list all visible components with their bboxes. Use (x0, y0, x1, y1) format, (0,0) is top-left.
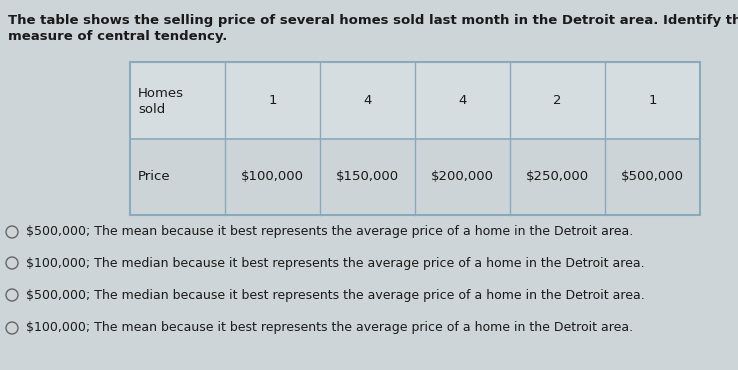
Text: $250,000: $250,000 (526, 170, 589, 183)
Text: $100,000: $100,000 (241, 170, 304, 183)
Text: $150,000: $150,000 (336, 170, 399, 183)
Text: sold: sold (138, 103, 165, 116)
Text: measure of central tendency.: measure of central tendency. (8, 30, 227, 43)
Text: $500,000; The mean because it best represents the average price of a home in the: $500,000; The mean because it best repre… (26, 225, 633, 239)
Text: Homes: Homes (138, 87, 184, 100)
Text: 1: 1 (648, 94, 657, 107)
Text: $200,000: $200,000 (431, 170, 494, 183)
Text: 2: 2 (554, 94, 562, 107)
Text: Price: Price (138, 170, 170, 183)
Bar (130, 62, 700, 215)
Bar (130, 138, 700, 215)
Text: 4: 4 (458, 94, 466, 107)
Text: 1: 1 (268, 94, 277, 107)
Text: $500,000: $500,000 (621, 170, 684, 183)
Text: $500,000; The median because it best represents the average price of a home in t: $500,000; The median because it best rep… (26, 289, 645, 302)
Bar (130, 62, 700, 138)
Text: 4: 4 (363, 94, 372, 107)
Text: The table shows the selling price of several homes sold last month in the Detroi: The table shows the selling price of sev… (8, 14, 738, 27)
Text: $100,000; The median because it best represents the average price of a home in t: $100,000; The median because it best rep… (26, 256, 644, 269)
Text: $100,000; The mean because it best represents the average price of a home in the: $100,000; The mean because it best repre… (26, 322, 633, 334)
